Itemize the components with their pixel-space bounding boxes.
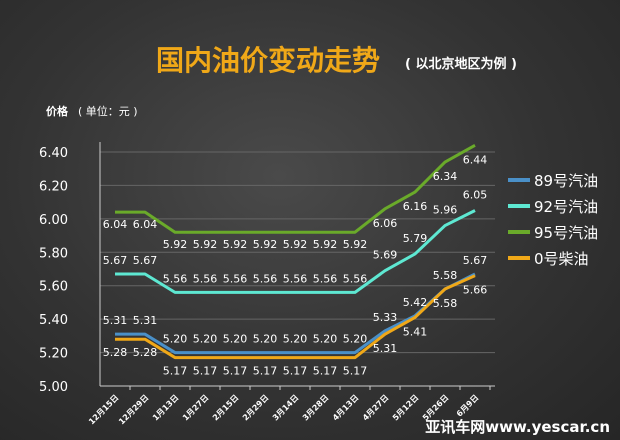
data-label: 5.20 [283,333,308,346]
data-label: 5.56 [283,272,308,285]
x-tick-label: 12月29日 [117,393,150,426]
data-label: 5.92 [163,238,188,251]
data-label: 5.20 [313,333,338,346]
data-label: 5.28 [133,346,158,359]
y-tick-label: 5.20 [39,347,68,362]
data-label: 5.17 [343,365,368,378]
data-label: 5.20 [343,333,368,346]
y-tick-label: 5.00 [39,380,68,395]
data-label: 5.58 [433,297,458,310]
legend: 89号汽油 92号汽油 95号汽油 0号柴油 [508,172,598,268]
legend-label: 89号汽油 [534,172,598,190]
data-label: 5.66 [463,284,488,297]
data-label: 6.16 [403,200,428,213]
data-label: 6.34 [433,170,458,183]
data-label: 5.92 [313,238,338,251]
data-label: 5.56 [253,272,278,285]
data-label: 5.17 [163,365,188,378]
data-label: 5.17 [313,365,338,378]
watermark: 亚讯车网www.yescar.cn [425,418,610,436]
y-tick-label: 5.80 [39,246,68,261]
y-tick-labels: 5.00 5.20 5.40 5.60 5.80 6.00 6.20 6.40 [39,146,68,395]
data-label: 5.28 [103,346,128,359]
data-label: 5.92 [343,238,368,251]
data-label: 5.92 [253,238,278,251]
data-label: 5.56 [313,272,338,285]
data-label: 5.41 [403,325,428,338]
legend-label: 95号汽油 [534,224,598,242]
data-label: 5.67 [463,254,488,267]
y-tick-label: 5.60 [39,280,68,295]
data-labels: 5.31 5.31 5.20 5.20 5.20 5.20 5.20 5.20 5.20 5.33… [103,153,488,377]
data-label: 6.04 [103,218,128,231]
data-label: 6.05 [463,189,488,202]
y-tick-label: 6.00 [39,213,68,228]
data-label: 5.69 [373,249,398,262]
data-label: 5.31 [103,314,128,327]
data-label: 5.17 [223,365,248,378]
data-label: 5.56 [193,272,218,285]
data-label: 5.79 [403,232,428,245]
legend-label: 92号汽油 [534,198,598,216]
data-label: 5.92 [223,238,248,251]
data-label: 5.92 [283,238,308,251]
data-label: 5.58 [433,269,458,282]
x-tick-label: 4月27日 [361,393,390,422]
data-label: 5.42 [403,296,428,309]
chart-title: 国内油价变动走势 [156,44,380,77]
data-label: 5.96 [433,204,458,217]
y-tick-label: 6.40 [39,146,68,161]
x-tick-label: 3月28日 [301,393,330,422]
chart-subtitle: ( 以北京地区为例 ) [405,56,517,72]
data-label: 5.33 [373,311,398,324]
data-label: 6.04 [133,218,158,231]
data-label: 5.20 [223,333,248,346]
data-label: 5.20 [193,333,218,346]
series-line-1 [115,209,476,294]
data-label: 5.20 [163,333,188,346]
data-label: 5.56 [343,272,368,285]
x-tick-label: 4月13日 [331,393,360,422]
data-label: 5.67 [133,254,158,267]
series-line-2 [115,144,476,234]
data-label: 5.17 [253,365,278,378]
data-label: 5.31 [133,314,158,327]
x-tick-label: 6月9日 [455,393,481,419]
data-label: 6.44 [463,153,488,166]
x-tick-label: 1月27日 [181,393,210,422]
y-axis-label: 价格 [46,104,69,118]
data-label: 5.17 [193,365,218,378]
series-lines [115,144,476,360]
data-label: 5.67 [103,254,128,267]
y-tick-label: 6.20 [39,179,68,194]
data-label: 5.56 [223,272,248,285]
data-label: 5.56 [163,272,188,285]
x-tick-label: 12月15日 [87,393,120,426]
data-label: 5.92 [193,238,218,251]
legend-label: 0号柴油 [534,250,589,268]
series-line-3 [115,274,476,360]
data-label: 6.06 [373,217,398,230]
x-tick-label: 3月14日 [271,393,300,422]
data-label: 5.20 [253,333,278,346]
x-tick-label: 2月15日 [211,393,240,422]
x-tick-label: 5月12日 [391,393,420,422]
data-label: 5.17 [283,365,308,378]
x-tick-label: 1月13日 [151,393,180,422]
data-label: 5.31 [373,342,398,355]
y-axis-unit: ( 单位：元 ) [78,104,138,118]
x-tick-label: 2月29日 [241,393,270,422]
y-tick-label: 5.40 [39,313,68,328]
